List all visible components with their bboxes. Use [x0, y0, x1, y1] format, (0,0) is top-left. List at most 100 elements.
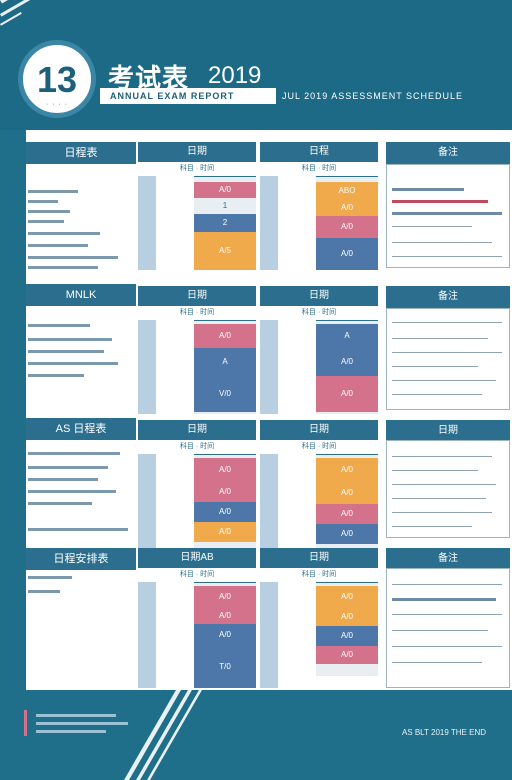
- text-line: [28, 466, 108, 469]
- schedule-cell[interactable]: V/0: [194, 376, 256, 412]
- panel-title: 日期: [260, 286, 378, 306]
- note-line: [392, 338, 488, 339]
- note-line: [392, 662, 482, 663]
- left-section-header: AS 日程表: [26, 418, 136, 440]
- schedule-cell[interactable]: A/0: [316, 482, 378, 504]
- panel-title: 日期: [138, 420, 256, 440]
- panel-title: 日期AB: [138, 548, 256, 568]
- note-line: [392, 322, 502, 323]
- schedule-cell[interactable]: A: [316, 324, 378, 348]
- schedule-cell[interactable]: A/0: [316, 458, 378, 482]
- note-line: [392, 630, 488, 631]
- footer-accent: [24, 710, 27, 736]
- schedule-panel: 日期 科目 · 时间 A/0 A/0 A/0 A/0: [260, 548, 378, 688]
- panel-subheader: 科目 · 时间: [138, 568, 256, 583]
- schedule-cell[interactable]: A/0: [316, 646, 378, 664]
- notes-box: [386, 308, 510, 410]
- schedule-cell[interactable]: A/0: [194, 624, 256, 646]
- note-line: [392, 188, 464, 191]
- schedule-panel: 日期 科目 · 时间 A/0 A/0 A/0 A/0: [138, 420, 256, 548]
- schedule-cell[interactable]: A/0: [194, 502, 256, 522]
- badge-subtext: · · · ·: [45, 101, 69, 108]
- schedule-panel: 日程 科目 · 时间 ABO A/0 A/0 A/0: [260, 142, 378, 270]
- notes-box: [386, 440, 510, 538]
- text-line: [28, 362, 118, 365]
- note-line: [392, 512, 492, 513]
- schedule-cell[interactable]: A/5: [194, 232, 256, 270]
- schedule-cell[interactable]: 1: [194, 198, 256, 214]
- schedule-cell[interactable]: T/0: [194, 646, 256, 688]
- schedule-cell[interactable]: A/0: [316, 200, 378, 216]
- note-line: [392, 380, 496, 381]
- text-line: [28, 490, 116, 493]
- schedule-cell[interactable]: ABO: [316, 182, 378, 200]
- schedule-cell[interactable]: A/0: [316, 216, 378, 238]
- text-line: [28, 350, 104, 353]
- schedule-cell[interactable]: A/0: [316, 504, 378, 524]
- schedule-cell[interactable]: A/0: [194, 522, 256, 542]
- schedule-panel: 日期AB 科目 · 时间 A/0 A/0 A/0 T/0: [138, 548, 256, 688]
- schedule-cell[interactable]: A: [194, 348, 256, 376]
- schedule-cell[interactable]: A/0: [194, 324, 256, 348]
- panel-title: 日期: [138, 142, 256, 162]
- note-line: [392, 352, 502, 353]
- schedule-cell[interactable]: A/0: [316, 608, 378, 626]
- note-line: [392, 584, 502, 585]
- footer-text-line: [36, 722, 128, 725]
- schedule-cell[interactable]: A/0: [194, 586, 256, 608]
- ribbon-text: ANNUAL EXAM REPORT: [110, 91, 235, 101]
- text-line: [28, 502, 92, 505]
- schedule-cell[interactable]: A/0: [316, 348, 378, 376]
- text-line: [28, 190, 78, 193]
- note-line: [392, 394, 482, 395]
- panel-index-col: [138, 320, 156, 414]
- text-line: [28, 324, 90, 327]
- panel-time-col: [278, 176, 316, 270]
- panel-time-col: [156, 176, 194, 270]
- panel-title: 日期: [260, 420, 378, 440]
- footer-text-line: [36, 714, 116, 717]
- text-line: [28, 452, 120, 455]
- page-year: 2019: [208, 62, 262, 89]
- schedule-panel: 日期 科目 · 时间 A/0 A V/0: [138, 286, 256, 414]
- footer-band: [0, 690, 512, 768]
- panel-time-col: [278, 320, 316, 414]
- note-line: [392, 212, 502, 215]
- text-line: [28, 232, 100, 235]
- schedule-cell[interactable]: A/0: [316, 586, 378, 608]
- right-section-header: 日期: [386, 420, 510, 442]
- schedule-cell[interactable]: A/0: [316, 524, 378, 544]
- right-section-header: 备注: [386, 548, 510, 570]
- note-line: [392, 526, 472, 527]
- tagline: JUL 2019 ASSESSMENT SCHEDULE: [282, 91, 464, 101]
- panel-time-col: [156, 582, 194, 688]
- badge: 13 · · · ·: [18, 40, 96, 118]
- schedule-cell[interactable]: A/0: [316, 626, 378, 646]
- schedule-cell[interactable]: A/0: [194, 182, 256, 198]
- text-line: [28, 576, 72, 579]
- note-line: [392, 470, 478, 471]
- schedule-cell[interactable]: A/0: [194, 482, 256, 502]
- panel-time-col: [278, 582, 316, 688]
- text-line: [28, 374, 84, 377]
- schedule-cell[interactable]: A/0: [316, 238, 378, 270]
- panel-subheader: 科目 · 时间: [260, 306, 378, 321]
- note-line: [392, 646, 502, 647]
- text-line: [28, 200, 58, 203]
- panel-index-col: [260, 454, 278, 548]
- panel-time-col: [278, 454, 316, 548]
- schedule-cell[interactable]: A/0: [194, 608, 256, 624]
- text-line: [28, 590, 60, 593]
- right-section-header: 备注: [386, 142, 510, 164]
- schedule-cell[interactable]: A/0: [316, 376, 378, 412]
- panel-subheader: 科目 · 时间: [138, 306, 256, 321]
- panel-index-col: [138, 176, 156, 270]
- schedule-cell[interactable]: 2: [194, 214, 256, 232]
- panel-index-col: [260, 176, 278, 270]
- schedule-cell[interactable]: A/0: [194, 458, 256, 482]
- panel-index-col: [260, 582, 278, 688]
- title-ribbon: ANNUAL EXAM REPORT: [100, 88, 276, 104]
- panel-subheader: 科目 · 时间: [138, 162, 256, 177]
- text-line: [28, 478, 98, 481]
- panel-index-col: [138, 582, 156, 688]
